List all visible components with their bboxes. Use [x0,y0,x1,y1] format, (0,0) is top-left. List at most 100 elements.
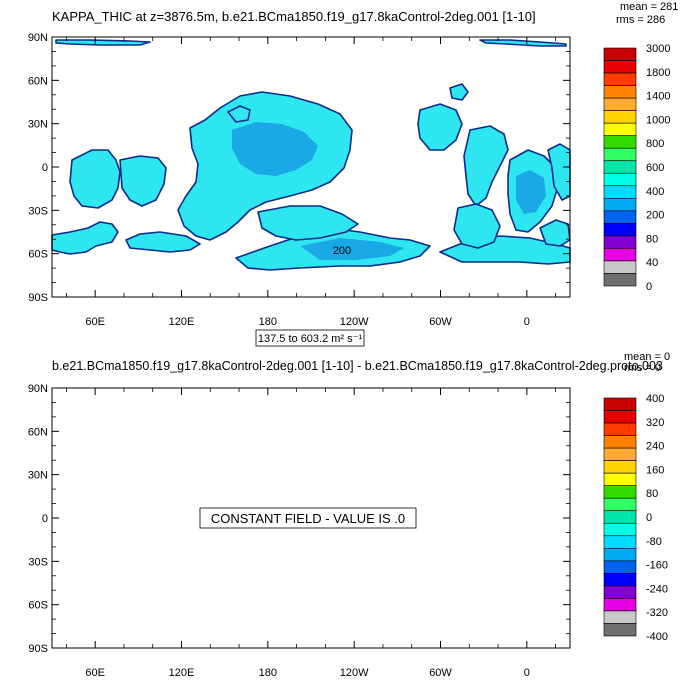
field-region-atlantic-south [453,203,501,249]
colorbar-swatch [603,72,637,86]
colorbar-swatch [603,610,637,624]
field-region-southwest-island [125,231,201,253]
colorbar-swatch [603,185,637,199]
inner-contour-east [516,170,546,214]
bottom-colorbar: 400 320 240 160 80 0 -80 -160 -240 -320 -400 [603,393,668,643]
colorbar-swatch [603,560,637,574]
colorbar-swatch [603,160,637,174]
colorbar-swatch [603,510,637,524]
colorbar-swatch [603,235,637,249]
y-tick-label: 60N [28,75,48,87]
colorbar-swatch [603,110,637,124]
colorbar-swatch [603,172,637,187]
y-tick-label: 30N [28,119,48,131]
y-tick-label: 0 [42,513,48,525]
field-region-atlantic-mid [463,125,509,207]
colorbar-swatch [603,60,637,74]
bottom-constant-label: CONSTANT FIELD - VALUE IS .0 [211,511,405,526]
colorbar-label: 1400 [646,91,670,103]
colorbar-label: 80 [646,233,658,245]
top-map: 200 90N 60N 30N 0 30S 60S 90S 60E 120E 180 120W 60W… [28,32,571,328]
colorbar-swatch [603,210,637,224]
x-tick-label: 120E [169,667,195,679]
field-region-north-small [227,105,251,123]
colorbar-swatch [603,497,637,512]
y-tick-label: 30N [28,470,48,482]
bottom-plot-title: b.e21.BCma1850.f19_g17.8kaControl-2deg.0… [52,359,663,373]
colorbar-swatch [603,273,637,287]
top-map-ticks: 90N 60N 30N 0 30S 60S 90S 60E 120E 180 120W 60W 0 [28,32,570,328]
colorbar-label: 0 [646,512,652,524]
top-mean-label: mean = 281 [620,1,679,13]
field-region-indian-east [119,155,167,207]
colorbar-label: 400 [646,393,664,405]
top-range-box-frame [255,329,365,347]
colorbar-label: -320 [646,607,668,619]
y-tick-label: 30S [28,205,48,217]
x-tick-label: 0 [524,316,530,328]
colorbar-swatch [603,122,637,136]
x-tick-label: 120E [169,316,195,328]
top-plot-title: KAPPA_THIC at z=3876.5m, b.e21.BCma1850.… [52,9,536,24]
y-tick-label: 90N [28,383,48,395]
colorbar-swatch [603,422,637,436]
top-map-inner-contours [232,122,546,260]
colorbar-swatch [603,260,637,274]
y-tick-label: 60S [28,249,48,261]
y-tick-label: 0 [42,162,48,174]
y-tick-label: 90S [28,292,48,304]
colorbar-label: 400 [646,186,664,198]
colorbar-label: 1800 [646,67,670,79]
y-tick-label: 30S [28,556,48,568]
colorbar-label: 3000 [646,43,670,55]
colorbar-swatch [603,585,637,599]
x-tick-label: 0 [524,667,530,679]
top-range-box: 137.5 to 603.2 m² s⁻¹ [255,329,365,347]
colorbar-swatch [603,47,637,61]
colorbar-swatch [603,147,637,162]
top-rms-label: rms = 286 [616,14,666,26]
x-tick-label: 180 [259,667,277,679]
colorbar-label: 600 [646,162,664,174]
x-tick-label: 60W [429,667,452,679]
colorbar-label: 320 [646,417,664,429]
colorbar-swatch [603,485,637,499]
colorbar-swatch [603,248,637,262]
y-tick-label: 60S [28,600,48,612]
colorbar-label: 240 [646,441,664,453]
colorbar-label: 800 [646,138,664,150]
colorbar-label: 80 [646,488,658,500]
y-tick-label: 60N [28,426,48,438]
colorbar-swatch [603,522,637,537]
x-tick-label: 120W [340,316,369,328]
colorbar-swatch [603,460,637,474]
inner-contour-central [232,122,318,176]
field-region-indian-ocean [69,149,121,209]
colorbar-swatch [603,198,637,212]
colorbar-label: 200 [646,210,664,222]
colorbar-label: 40 [646,257,658,269]
colorbar-label: -400 [646,631,668,643]
colorbar-label: 160 [646,464,664,476]
colorbar-swatch [603,535,637,549]
bottom-constant-box-frame [199,507,417,529]
field-region-arctic-east [479,39,567,47]
top-range-label: 137.5 to 603.2 m² s⁻¹ [258,333,363,345]
y-tick-label: 90S [28,643,48,655]
colorbar-swatch [603,397,637,411]
field-region-east-rim [547,143,571,201]
colorbar-swatch [603,623,637,637]
bottom-mean-label: mean = 0 [624,351,671,363]
x-tick-label: 120W [340,667,369,679]
colorbar-label: -240 [646,583,668,595]
colorbar-swatch [603,548,637,562]
y-tick-label: 90N [28,32,48,44]
field-region-north-atlantic [417,103,463,151]
colorbar-swatch [603,598,637,612]
colorbar-swatch [603,472,637,486]
colorbar-label: 0 [646,281,652,293]
field-region-pacific-south-tongue [257,205,359,241]
colorbar-swatch [603,97,637,111]
colorbar-label: 1000 [646,114,670,126]
